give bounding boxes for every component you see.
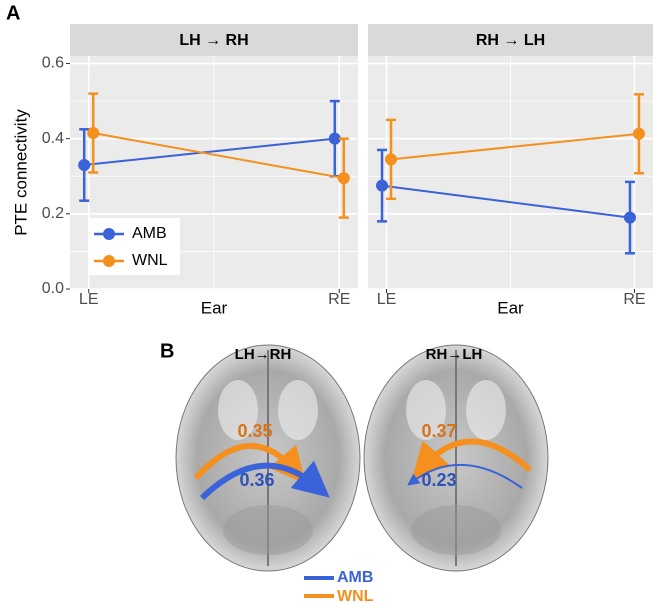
point	[78, 159, 90, 171]
figure: A B LH→RH RH→LH 0.35 0.36 0.37 0.23 AMB …	[0, 0, 653, 603]
legend-text: AMB	[337, 569, 373, 586]
panel-label: B	[160, 340, 174, 362]
y-tick-label: 0.2	[42, 205, 64, 222]
x-tick-label: LE	[79, 291, 99, 308]
x-tick-label: RE	[623, 291, 645, 308]
brain-diagram	[176, 345, 548, 571]
y-axis-label: PTE connectivity	[11, 109, 30, 236]
point	[385, 153, 397, 165]
x-tick-label: RE	[328, 291, 350, 308]
point	[633, 128, 645, 140]
point	[87, 127, 99, 139]
point	[376, 180, 388, 192]
x-axis-label: Ear	[201, 298, 228, 317]
y-tick-label: 0.6	[42, 55, 64, 72]
x-axis-label: Ear	[497, 298, 524, 317]
point	[624, 212, 636, 224]
legend-text: WNL	[337, 588, 374, 603]
facet-title: LH → RH	[179, 32, 248, 49]
wnl-value: 0.35	[237, 421, 272, 441]
brain-title: RH→LH	[426, 346, 483, 363]
legend-label: WNL	[132, 252, 168, 269]
amb-value: 0.23	[421, 470, 456, 490]
amb-value: 0.36	[239, 470, 274, 490]
y-tick-label: 0.0	[42, 280, 64, 297]
legend-key	[103, 228, 115, 240]
legend-label: AMB	[132, 225, 167, 242]
panel-label: A	[6, 2, 20, 24]
x-tick-label: LE	[377, 291, 397, 308]
facet-title: RH → LH	[476, 32, 545, 49]
legend-key	[103, 255, 115, 267]
point	[338, 172, 350, 184]
y-tick-label: 0.4	[42, 130, 64, 147]
wnl-value: 0.37	[421, 421, 456, 441]
brain-title: LH→RH	[235, 346, 292, 363]
